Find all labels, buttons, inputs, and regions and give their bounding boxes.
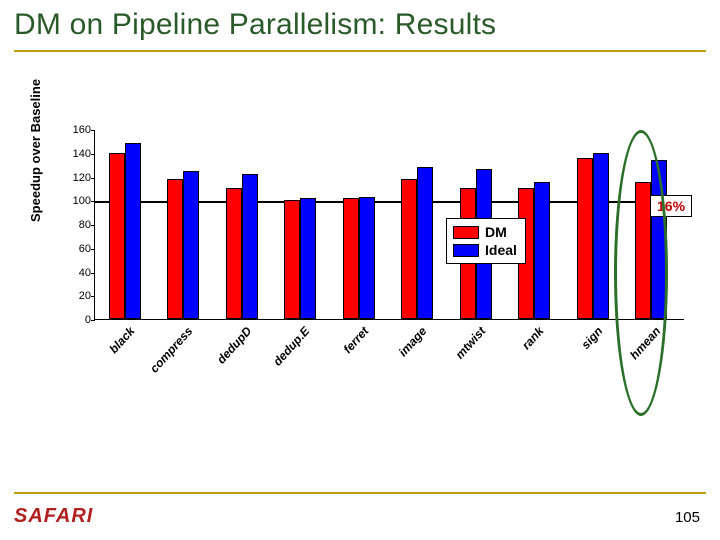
bar <box>284 200 300 319</box>
bar <box>534 182 550 319</box>
y-tick-label: 0 <box>61 314 91 326</box>
legend: DMIdeal <box>446 218 526 264</box>
logo: SAFARI <box>14 505 93 528</box>
bar <box>343 198 359 319</box>
bar <box>417 167 433 319</box>
bar <box>226 188 242 319</box>
x-tick-label: ferret <box>321 324 372 378</box>
y-tick-mark <box>91 130 95 131</box>
title-rule <box>14 50 706 52</box>
y-tick-label: 140 <box>61 148 91 160</box>
bar <box>300 198 316 319</box>
bar <box>109 153 125 319</box>
bar <box>359 197 375 319</box>
legend-item: Ideal <box>453 241 517 259</box>
y-tick-mark <box>91 154 95 155</box>
x-tick-label: sign <box>554 324 605 378</box>
bar <box>593 153 609 319</box>
y-tick-mark <box>91 178 95 179</box>
x-tick-label: dedupD <box>204 324 255 378</box>
bar <box>401 179 417 319</box>
x-tick-label: image <box>379 324 430 378</box>
bar <box>577 158 593 320</box>
y-tick-label: 100 <box>61 195 91 207</box>
y-tick-label: 80 <box>61 219 91 231</box>
legend-swatch <box>453 244 479 257</box>
plot-area: 020406080100120140160blackcompressdedupD… <box>94 130 684 320</box>
y-axis-label: Speedup over Baseline <box>28 79 43 222</box>
bar <box>167 179 183 319</box>
legend-swatch <box>453 226 479 239</box>
bar <box>183 171 199 319</box>
page-number: 105 <box>675 509 700 526</box>
y-tick-label: 120 <box>61 172 91 184</box>
x-tick-label: black <box>87 324 138 378</box>
y-tick-label: 40 <box>61 267 91 279</box>
legend-label: DM <box>485 223 507 241</box>
y-tick-label: 20 <box>61 290 91 302</box>
bar <box>242 174 258 319</box>
footer-rule <box>14 492 706 494</box>
legend-item: DM <box>453 223 517 241</box>
x-tick-label: compress <box>145 324 196 378</box>
y-tick-mark <box>91 320 95 321</box>
legend-label: Ideal <box>485 241 517 259</box>
page-title: DM on Pipeline Parallelism: Results <box>14 8 496 42</box>
bar <box>125 143 141 319</box>
y-tick-label: 160 <box>61 124 91 136</box>
y-tick-mark <box>91 225 95 226</box>
y-tick-mark <box>91 296 95 297</box>
chart: Speedup over Baseline 020406080100120140… <box>34 130 694 430</box>
slide: DM on Pipeline Parallelism: Results Spee… <box>0 0 720 540</box>
highlight-ellipse <box>614 130 668 416</box>
y-tick-mark <box>91 249 95 250</box>
x-tick-label: mtwist <box>438 324 489 378</box>
x-tick-label: rank <box>496 324 547 378</box>
y-tick-label: 60 <box>61 243 91 255</box>
x-tick-label: dedup.E <box>262 324 313 378</box>
y-tick-mark <box>91 273 95 274</box>
